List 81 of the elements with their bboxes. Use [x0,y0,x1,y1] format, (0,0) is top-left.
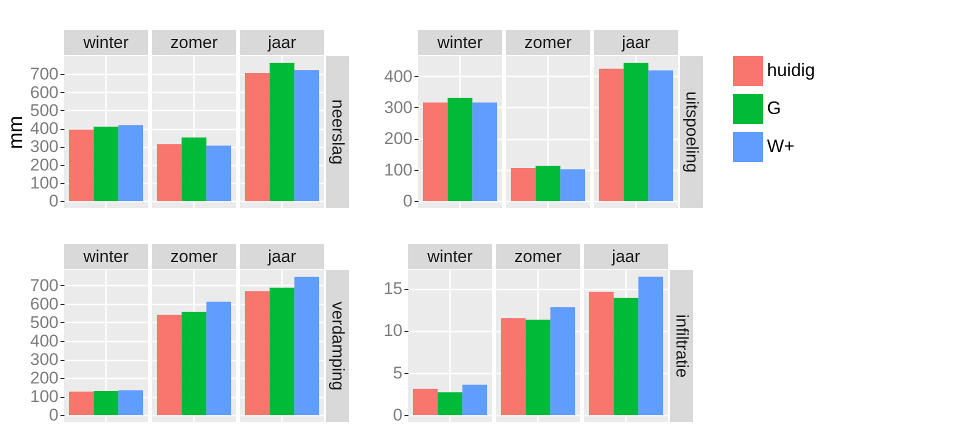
text: infiltratie [672,314,692,378]
bar [182,137,206,202]
category-label: zomer [514,247,562,266]
bar [244,291,270,416]
y-tick-label: 300 [30,350,58,370]
bar [598,68,624,202]
bar [422,102,448,202]
bar [550,307,576,416]
bar [510,168,536,202]
category-label: winter [83,247,129,266]
text: verdamping [328,302,348,390]
y-tick-label: 100 [384,160,412,180]
bar [68,392,94,416]
text: neerslag [328,99,348,165]
y-tick-label: 0 [49,192,58,211]
category-label: winter [83,33,129,52]
bar [294,276,320,416]
y-tick-label: 100 [30,387,58,406]
bar [156,144,182,202]
bar [244,73,270,202]
bar [526,320,550,416]
bar [500,318,526,416]
y-tick-label: 300 [384,98,412,117]
category-label: winter [437,33,483,52]
y-tick-label: 400 [30,331,58,350]
category-label: winter [427,247,473,266]
bar [118,390,144,416]
y-tick-label: 200 [384,129,412,148]
bar [448,98,472,202]
category-label: jaar [612,247,640,266]
y-tick-label: 0 [393,406,402,425]
y-tick-label: 400 [30,119,58,138]
bar [94,126,118,202]
y-tick-label: 700 [30,64,58,84]
bar [156,314,182,416]
bar [206,146,232,202]
y-axis-title: mm [5,116,28,150]
bar [472,102,498,202]
y-tick-label: 10 [384,321,402,340]
category-label: zomer [170,33,218,52]
bar [624,62,648,202]
legend-label: huidig [767,60,816,80]
bar [560,169,586,202]
category-label: jaar [622,33,650,52]
y-tick-label: 15 [384,279,402,298]
y-tick-label: 100 [30,173,58,192]
y-tick-label: 400 [384,66,412,86]
bar [412,388,438,416]
bar [638,276,664,416]
category-label: zomer [170,247,218,266]
bar [438,392,462,416]
y-tick-label: 5 [393,363,402,382]
category-label: zomer [524,33,572,52]
bar [648,70,674,202]
bar [614,298,638,416]
bar [536,166,560,202]
y-tick-label: 600 [30,82,58,102]
legend-label: G [767,98,782,118]
legend-label: W+ [767,136,795,156]
bar [270,288,294,416]
y-tick-label: 300 [30,137,58,156]
bar [206,302,232,416]
bar [270,62,294,202]
y-tick-label: 0 [49,406,58,425]
bar [94,391,118,416]
bar [462,384,488,416]
bar [588,292,614,416]
y-tick-label: 700 [30,276,58,295]
y-tick-label: 500 [30,100,58,120]
bar [294,70,320,202]
y-tick-label: 200 [30,368,58,388]
y-tick-label: 0 [403,192,412,211]
bar [182,312,206,416]
bar [68,130,94,202]
bar [118,125,144,202]
y-tick-label: 600 [30,294,58,314]
category-label: jaar [268,33,296,52]
y-tick-label: 500 [30,312,58,332]
category-label: jaar [268,247,296,266]
y-tick-label: 200 [30,155,58,174]
text: uitspoeling [682,91,702,173]
